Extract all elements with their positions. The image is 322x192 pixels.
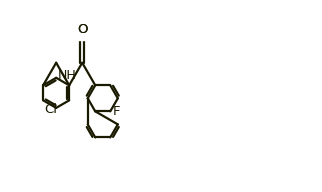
Text: NH: NH xyxy=(58,69,77,82)
Polygon shape xyxy=(77,26,88,40)
Text: O: O xyxy=(77,23,88,36)
Text: O: O xyxy=(77,23,88,36)
Text: F: F xyxy=(113,105,121,118)
Text: Cl: Cl xyxy=(45,103,58,116)
